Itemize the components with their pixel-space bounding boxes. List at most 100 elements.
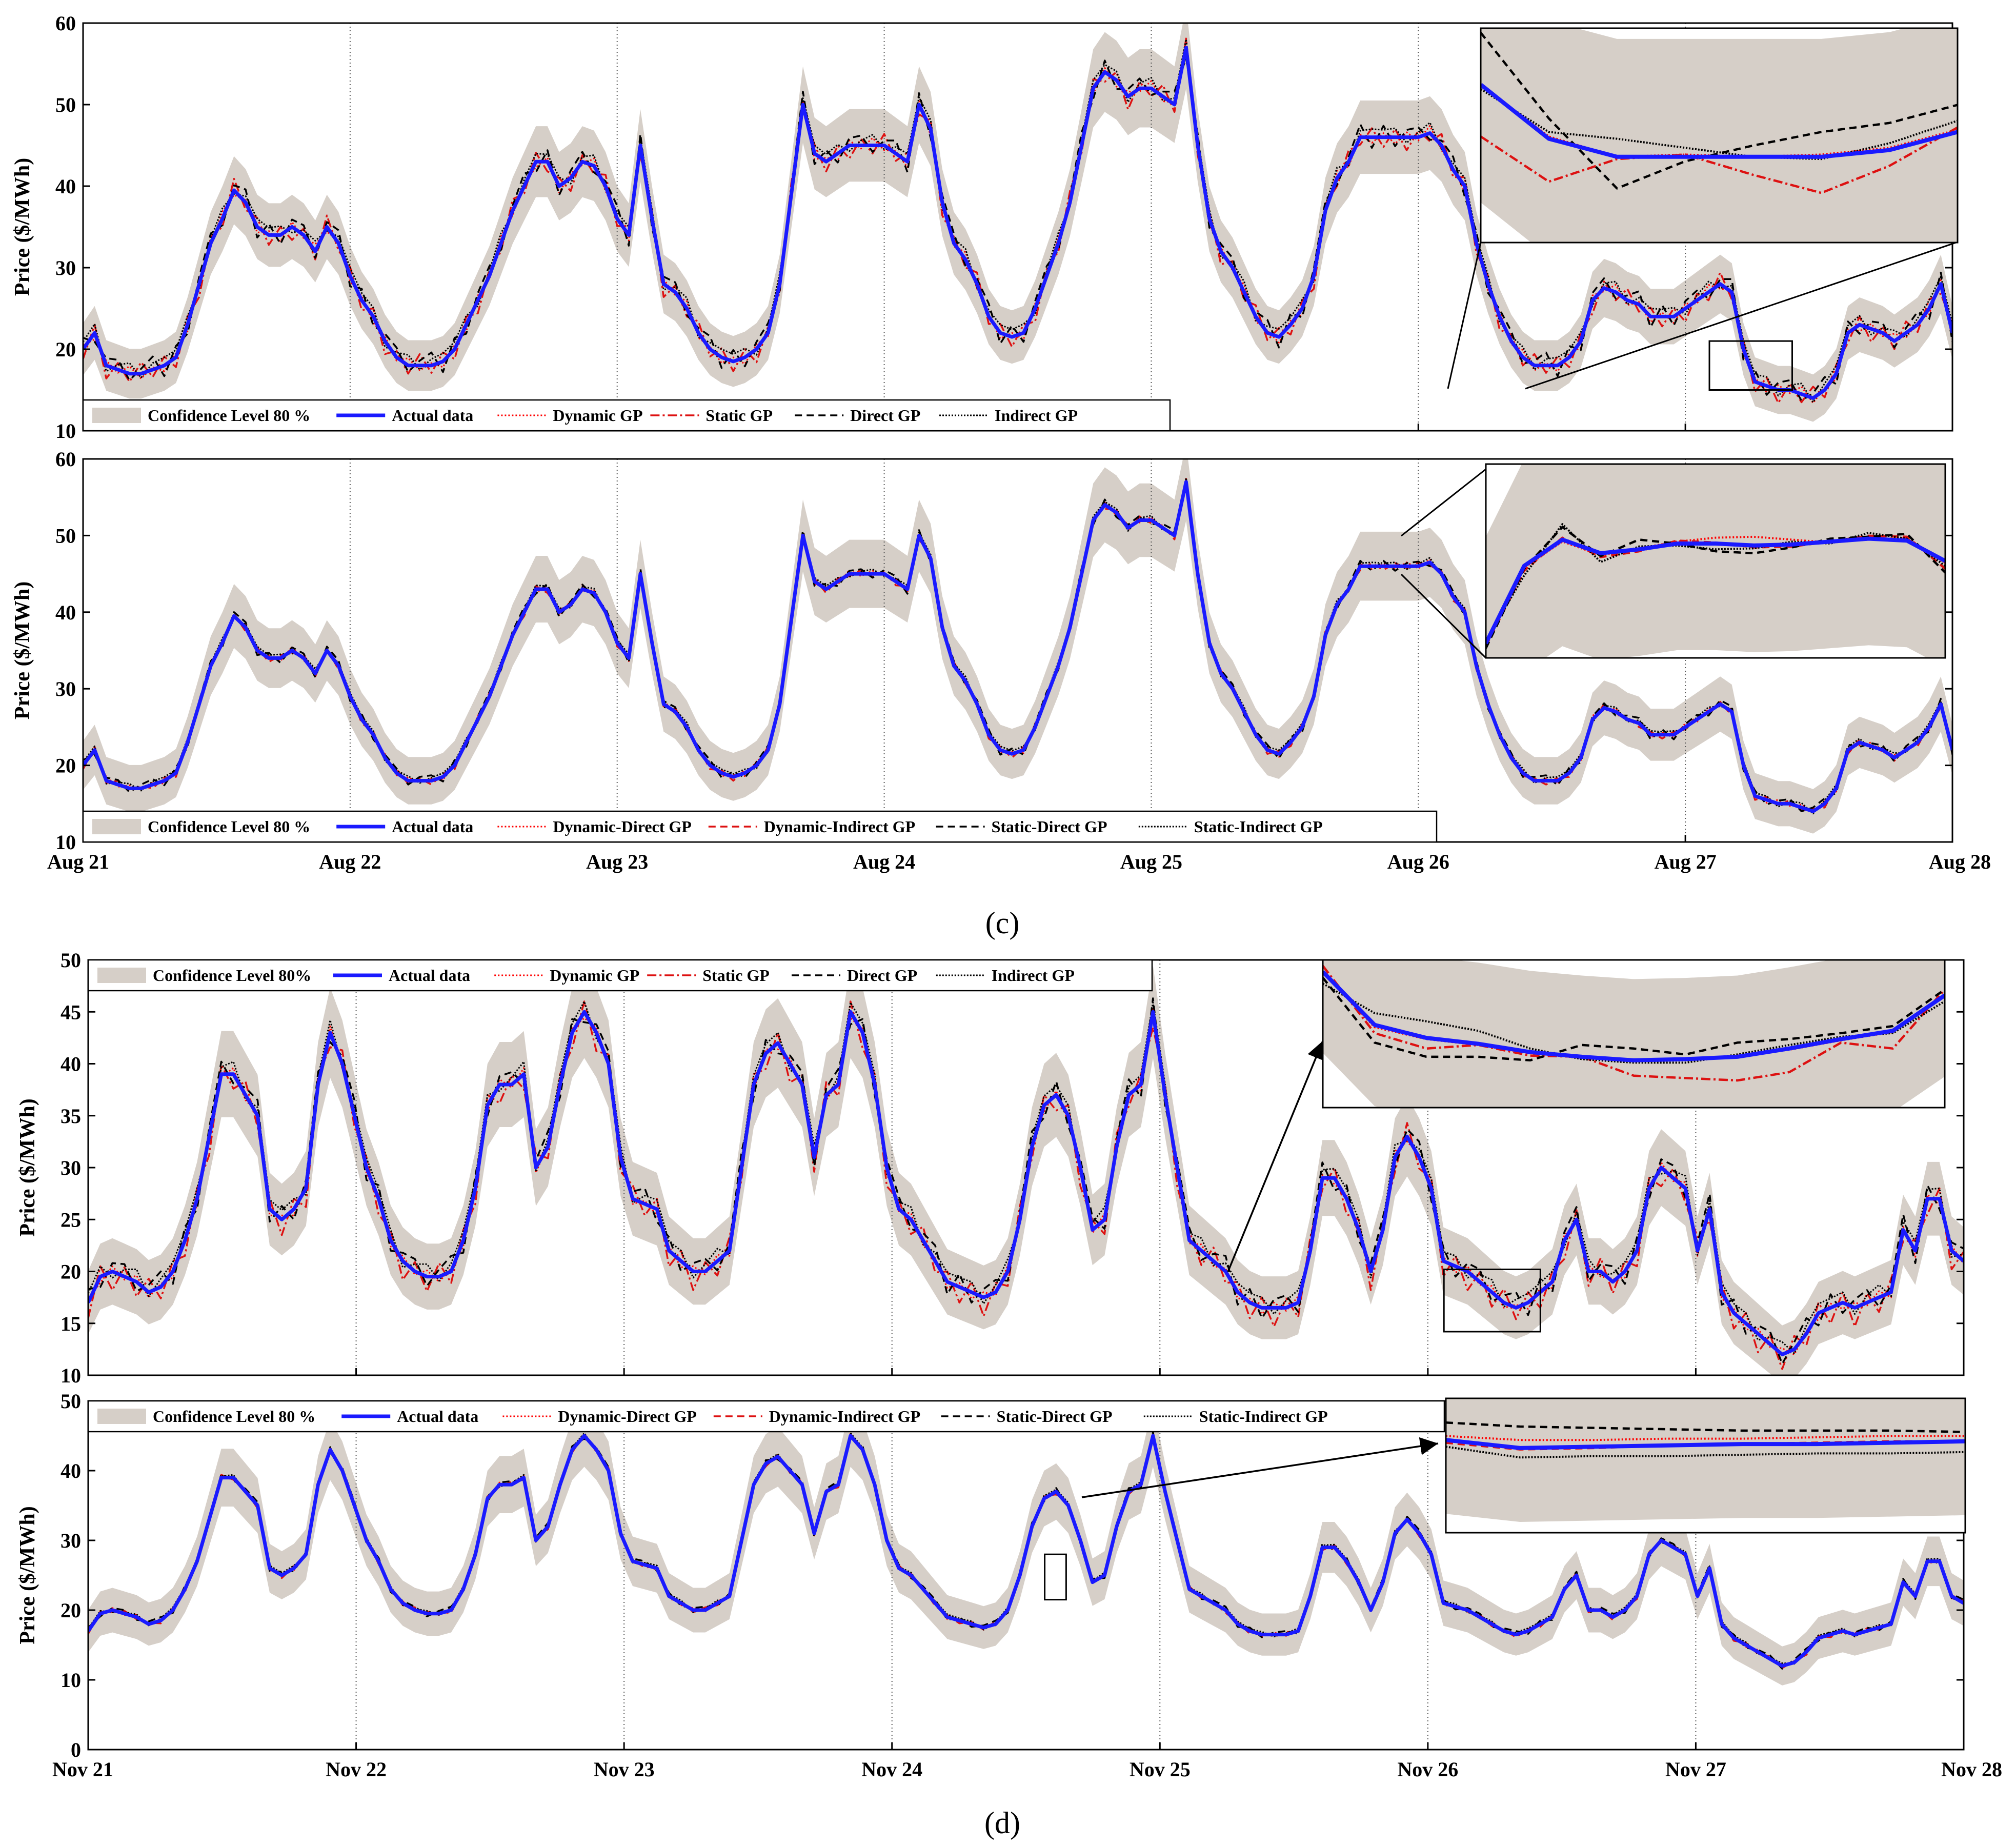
inset-series-indirect-gp <box>1323 982 1945 1064</box>
series-actual-data <box>88 1010 1964 1356</box>
x-tick-label: Aug 27 <box>1655 850 1717 873</box>
legend-label-direct-gp: Direct GP <box>847 966 917 985</box>
inset-series-indirect-gp <box>1481 88 1958 160</box>
series-actual-data <box>83 480 1952 813</box>
legend-label-actual-data: Actual data <box>397 1407 478 1426</box>
y-tick-label: 30 <box>61 1156 81 1179</box>
legend-swatch-band <box>97 1409 146 1424</box>
legend-label-confidence-level-80: Confidence Level 80 % <box>148 406 310 425</box>
x-tick-label: Nov 27 <box>1665 1758 1726 1781</box>
legend-swatch-band <box>92 408 141 423</box>
y-tick-label: 20 <box>55 338 76 361</box>
y-tick-label: 15 <box>61 1312 81 1335</box>
y-tick-label: 50 <box>55 93 76 116</box>
zoom-connector-line <box>1525 242 1957 390</box>
plot-area <box>88 1401 1964 1750</box>
y-tick-label: 30 <box>55 677 76 700</box>
y-tick-label: 50 <box>61 1390 81 1413</box>
zoom-inset <box>1485 463 1946 659</box>
zoom-connector-line <box>1447 242 1482 389</box>
legend-box <box>82 399 1171 432</box>
zoom-inset <box>1445 1397 1966 1534</box>
legend-label-actual-data: Actual data <box>392 406 473 425</box>
inset-frame <box>1485 463 1946 659</box>
inset-frame <box>1322 959 1946 1109</box>
inset-plot <box>1446 1398 1965 1522</box>
legend-label-static-indirect-gp: Static-Indirect GP <box>1194 817 1323 836</box>
y-axis-label: Price ($/MWh) <box>11 581 34 719</box>
legend: Confidence Level 80 % Actual data Dynamic … <box>82 399 1171 432</box>
x-tick-label: Nov 24 <box>861 1758 922 1781</box>
x-tick-label: Aug 25 <box>1120 850 1182 873</box>
legend-label-actual-data: Actual data <box>389 966 470 985</box>
plot-area <box>83 23 1952 431</box>
y-tick-label: 30 <box>61 1529 81 1552</box>
legend: Confidence Level 80% Actual data Dynamic G… <box>87 959 1153 992</box>
series-actual-data <box>88 1434 1964 1668</box>
inset-plot <box>1481 28 1958 243</box>
panel-d-top: 10 15 20 25 30 35 40 45 50 Price ($/MWh) Confidenc… <box>16 949 1965 1387</box>
zoom-connector-line <box>1401 468 1486 537</box>
zoom-connector-line <box>1400 573 1487 659</box>
caption-d: (d) <box>984 1806 1020 1840</box>
series-indirect-gp <box>83 38 1952 403</box>
confidence-band <box>83 23 1952 422</box>
panel-c-top: 10 20 30 40 50 60 Price ($/MWh) Confidence Leve… <box>11 12 1959 443</box>
y-tick-label: 20 <box>55 754 76 777</box>
legend-label-indirect-gp: Indirect GP <box>995 406 1078 425</box>
y-tick-label: 40 <box>55 175 76 198</box>
x-tick-label: Nov 25 <box>1130 1758 1191 1781</box>
legend-label-static-direct-gp: Static-Direct GP <box>992 817 1107 836</box>
legend-box <box>87 1400 1445 1433</box>
zoom-arrow <box>1081 1437 1439 1498</box>
legend-label-confidence-level-80: Confidence Level 80 % <box>148 817 310 836</box>
zoom-source-box <box>1708 340 1793 391</box>
x-tick-label: Nov 23 <box>594 1758 655 1781</box>
inset-series-actual-data <box>1481 83 1958 159</box>
legend-label-static-direct-gp: Static-Direct GP <box>997 1407 1113 1426</box>
x-tick-label: Aug 24 <box>853 850 915 873</box>
legend-label-dynamic-indirect-gp: Dynamic-Indirect GP <box>769 1407 920 1426</box>
zoom-arrow <box>1227 1040 1324 1272</box>
panel-c-bottom: 10 20 30 40 50 60 Aug 21 Aug 22 Aug 23 Aug 24 Aug … <box>11 448 1991 873</box>
y-axis-label: Price ($/MWh) <box>16 1098 39 1236</box>
y-tick-label: 0 <box>71 1738 81 1761</box>
inset-confidence-band <box>1486 464 1945 658</box>
y-tick-label: 10 <box>61 1364 81 1387</box>
y-tick-label: 10 <box>55 419 76 443</box>
inset-series-static-gp <box>1481 126 1958 194</box>
plot-area <box>83 459 1952 842</box>
y-tick-label: 40 <box>55 601 76 624</box>
series-actual-data <box>83 46 1952 400</box>
zoom-source-box <box>1443 1268 1541 1333</box>
y-tick-label: 30 <box>55 256 76 279</box>
x-tick-label: Aug 21 <box>47 850 109 873</box>
inset-series-static-gp <box>1323 965 1945 1082</box>
legend-swatch-band <box>97 968 146 983</box>
y-tick-label: 40 <box>61 1053 81 1076</box>
inset-series-static-indirect-gp <box>1486 523 1945 641</box>
legend-label-indirect-gp: Indirect GP <box>992 966 1075 985</box>
inset-plot <box>1323 960 1945 1108</box>
legend-label-dynamic-gp: Dynamic GP <box>553 406 642 425</box>
legend-label-confidence-level-80: Confidence Level 80 % <box>153 1407 315 1426</box>
inset-series-actual-data <box>1486 536 1945 645</box>
series-direct-gp <box>88 997 1964 1365</box>
inset-series-static-direct-gp <box>1446 1421 1965 1433</box>
legend-label-dynamic-indirect-gp: Dynamic-Indirect GP <box>764 817 915 836</box>
y-tick-label: 60 <box>55 448 76 471</box>
y-tick-label: 45 <box>61 1000 81 1024</box>
x-tick-label: Nov 26 <box>1397 1758 1458 1781</box>
legend-label-static-indirect-gp: Static-Indirect GP <box>1199 1407 1328 1426</box>
x-tick-label: Aug 28 <box>1929 850 1991 873</box>
inset-series-actual-data <box>1446 1438 1965 1450</box>
caption-c: (c) <box>985 906 1020 940</box>
inset-confidence-band <box>1446 1398 1965 1522</box>
zoom-source-box <box>1044 1553 1067 1601</box>
legend-label-dynamic-direct-gp: Dynamic-Direct GP <box>553 817 691 836</box>
legend-label-dynamic-gp: Dynamic GP <box>550 966 639 985</box>
panel-d-bottom: 0 10 20 30 40 50 Nov 21 Nov 22 Nov 23 Nov 24 Nov 2… <box>16 1390 2002 1781</box>
y-tick-label: 25 <box>61 1208 81 1231</box>
zoom-inset <box>1322 959 1946 1109</box>
